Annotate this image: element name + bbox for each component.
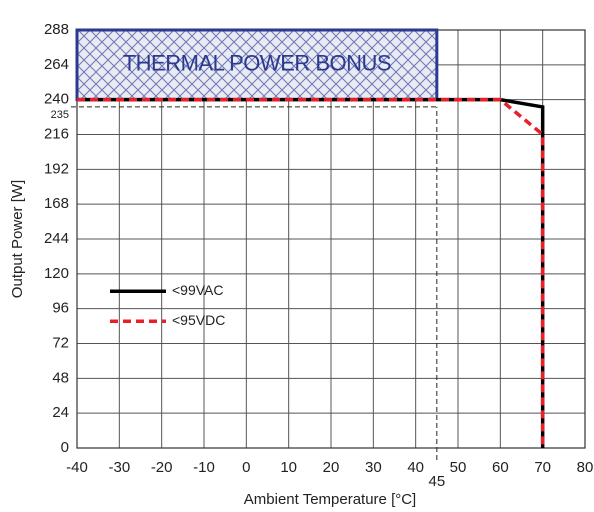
y-tick-label: 216 — [44, 125, 69, 142]
reference-label: 235 — [51, 109, 69, 121]
legend-label: <95VDC — [172, 312, 225, 328]
y-tick-label: 240 — [44, 91, 69, 108]
x-axis-label: Ambient Temperature [°C] — [244, 491, 416, 508]
x-tick-label: -40 — [66, 459, 88, 476]
legend-label: <99VAC — [172, 282, 224, 298]
y-tick-label: 192 — [44, 160, 69, 177]
y-tick-label: 96 — [52, 300, 69, 317]
bonus-label: THERMAL POWER BONUS — [123, 51, 391, 76]
x-tick-label: 20 — [323, 459, 340, 476]
x-tick-label: -20 — [151, 459, 173, 476]
x-tick-label: 80 — [577, 459, 594, 476]
y-tick-label: 120 — [44, 265, 69, 282]
y-tick-label: 24 — [52, 404, 69, 421]
y-tick-label: 168 — [44, 195, 69, 212]
y-tick-label: 288 — [44, 21, 69, 38]
x-tick-label: -10 — [193, 459, 215, 476]
x-tick-label: 30 — [365, 459, 382, 476]
y-axis-label: Output Power [W] — [9, 180, 26, 298]
y-tick-label: 244 — [44, 230, 69, 247]
reference-label: 45 — [428, 473, 445, 490]
y-tick-label: 48 — [52, 369, 69, 386]
x-tick-label: 60 — [492, 459, 509, 476]
y-tick-label: 0 — [61, 439, 69, 456]
y-tick-label: 264 — [44, 56, 69, 73]
bonus-region — [75, 28, 439, 102]
series-line — [77, 97, 545, 448]
x-tick-label: -30 — [108, 459, 130, 476]
x-tick-label: 70 — [534, 459, 551, 476]
x-tick-label: 50 — [450, 459, 467, 476]
x-tick-label: 10 — [280, 459, 297, 476]
x-tick-label: 0 — [242, 459, 250, 476]
y-tick-label: 72 — [52, 334, 69, 351]
x-tick-label: 40 — [407, 459, 424, 476]
